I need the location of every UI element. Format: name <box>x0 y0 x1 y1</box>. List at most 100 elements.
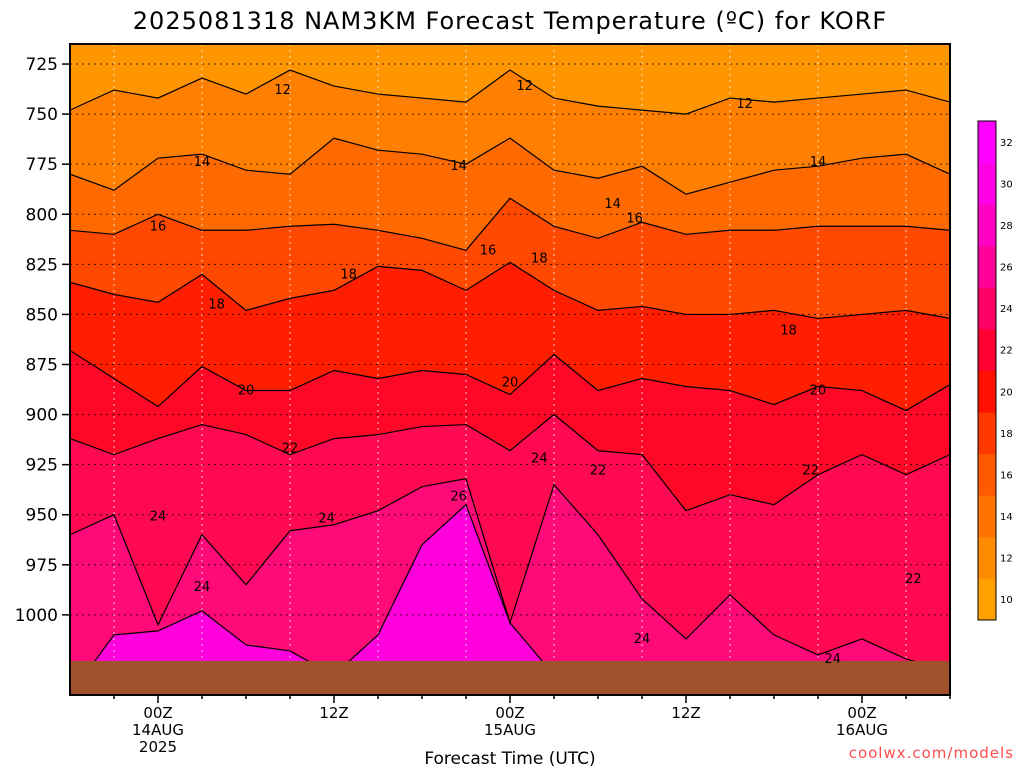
terrain <box>70 660 950 695</box>
x-tick-label: 00Z <box>495 704 524 722</box>
contour-label: 12 <box>274 83 291 98</box>
contour-label: 24 <box>194 580 211 595</box>
contour-label: 12 <box>516 79 533 94</box>
colorbar-label: 14 <box>1000 512 1013 523</box>
band-from-12 <box>70 70 950 195</box>
contour-label: 14 <box>604 197 621 212</box>
contour-14 <box>70 137 950 195</box>
contour-label: 18 <box>208 297 225 312</box>
y-tick-label: 1000 <box>15 606 58 626</box>
colorbar-label: 12 <box>1000 554 1013 565</box>
colorbar-swatch <box>978 495 996 538</box>
colorbar-swatch <box>978 453 996 496</box>
colorbar-label: 10 <box>1000 595 1013 606</box>
colorbar-label: 24 <box>1000 304 1013 315</box>
contour-label: 14 <box>194 155 211 170</box>
y-tick-label: 725 <box>26 55 58 75</box>
colorbar-swatch <box>978 578 996 621</box>
contour-label: 22 <box>802 464 819 479</box>
contour-label: 22 <box>590 464 607 479</box>
contour-label: 14 <box>450 159 467 174</box>
chart-title: 2025081318 NAM3KM Forecast Temperature (… <box>133 7 887 35</box>
contour-label: 16 <box>626 211 643 226</box>
colorbar-swatch <box>978 287 996 330</box>
y-tick-label: 800 <box>26 205 58 225</box>
contour-labels: 12 12 12 14 14 14 14 16 16 16 18 18 18 18 20 20 20 22 22 22… <box>150 79 922 667</box>
contour-label: 20 <box>238 384 255 399</box>
colorbar-label: 16 <box>1000 470 1013 481</box>
contour-label: 24 <box>634 632 651 647</box>
band-from-16 <box>70 198 950 319</box>
colorbar-swatch <box>978 204 996 247</box>
band-from-18 <box>70 262 950 411</box>
y-tick-label: 875 <box>26 355 58 375</box>
band-below-12 <box>70 44 950 115</box>
y-tick-label: 925 <box>26 456 58 476</box>
contour-22 <box>70 413 950 512</box>
y-tick-label: 850 <box>26 305 58 325</box>
band-from-24 <box>70 478 950 695</box>
contour-12 <box>70 69 950 115</box>
y-axis: 725 750 775 800 825 850 875 900 925 950 975 1000 <box>15 55 70 626</box>
contour-label: 20 <box>502 376 519 391</box>
x-tick-label: 2025 <box>139 738 177 756</box>
y-tick-label: 825 <box>26 255 58 275</box>
y-tick-label: 975 <box>26 556 58 576</box>
colorbar-label: 28 <box>1000 221 1013 232</box>
x-tick-label: 15AUG <box>484 721 536 739</box>
contour-label: 22 <box>905 572 922 587</box>
colorbar-swatch <box>978 245 996 288</box>
colorbar-label: 18 <box>1000 429 1013 440</box>
contour-18 <box>70 261 950 320</box>
contour-label: 24 <box>531 452 548 467</box>
y-tick-label: 900 <box>26 406 58 426</box>
band-from-14 <box>70 138 950 251</box>
x-tick-label: 14AUG <box>132 721 184 739</box>
contour-label: 16 <box>150 219 167 234</box>
colorbar-label: 32 <box>1000 138 1013 149</box>
y-tick-label: 950 <box>26 506 58 526</box>
colorbar: 10 12 14 16 18 20 22 24 26 28 30 32 <box>977 120 1013 621</box>
band-from-22 <box>70 414 950 671</box>
credit-text: coolwx.com/models <box>849 744 1014 762</box>
contour-label: 24 <box>824 652 841 667</box>
x-tick-label: 12Z <box>671 704 700 722</box>
contour-label: 22 <box>282 442 299 457</box>
colorbar-label: 20 <box>1000 387 1013 398</box>
colorbar-label: 30 <box>1000 179 1013 190</box>
colorbar-swatch <box>978 412 996 455</box>
x-tick-label: 00Z <box>143 704 172 722</box>
y-tick-label: 775 <box>26 155 58 175</box>
contour-label: 24 <box>318 512 335 527</box>
colorbar-swatch <box>978 370 996 413</box>
contour-label: 14 <box>810 155 827 170</box>
contour-26 <box>70 503 950 695</box>
contour-label: 24 <box>150 510 167 525</box>
colorbar-label: 26 <box>1000 263 1013 274</box>
y-tick-label: 750 <box>26 105 58 125</box>
colorbar-swatch <box>978 328 996 371</box>
contour-lines <box>70 69 950 695</box>
contour-label: 18 <box>780 323 797 338</box>
contour-20 <box>70 349 950 412</box>
x-tick-label: 16AUG <box>836 721 888 739</box>
contour-16 <box>70 197 950 251</box>
colorbar-frame <box>977 120 997 621</box>
contour-label: 26 <box>450 490 467 505</box>
colorbar-label: 22 <box>1000 346 1013 357</box>
x-tick-label: 00Z <box>847 704 876 722</box>
colorbar-swatch <box>978 121 996 164</box>
contour-label: 16 <box>480 243 497 258</box>
contour-label: 12 <box>736 97 753 112</box>
contour-label: 18 <box>340 267 357 282</box>
contour-label: 18 <box>531 251 548 266</box>
grid-lines <box>70 44 950 695</box>
x-tick-label: 12Z <box>319 704 348 722</box>
terrain-fill <box>70 660 950 695</box>
colorbar-swatch <box>978 536 996 579</box>
contour-label: 20 <box>810 384 827 399</box>
x-axis-label: Forecast Time (UTC) <box>424 749 595 768</box>
colorbar-swatch <box>978 162 996 205</box>
